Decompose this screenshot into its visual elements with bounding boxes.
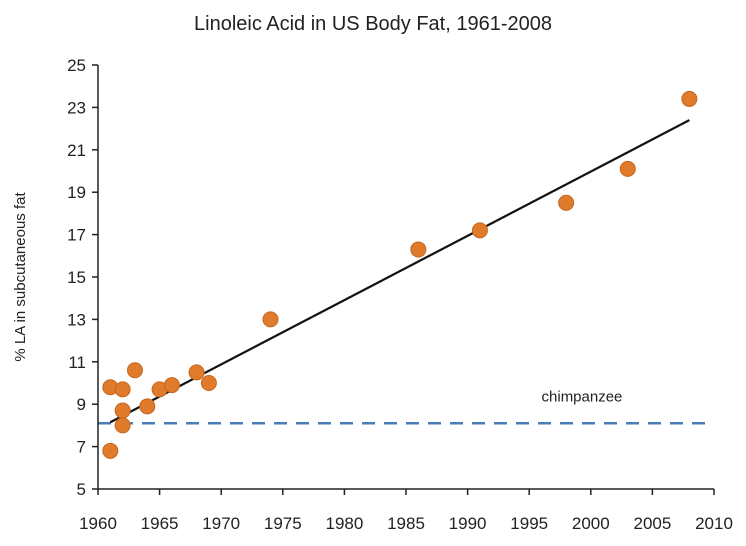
trendline-group	[109, 119, 690, 424]
y-tick-label: 19	[67, 183, 86, 202]
y-tick-label: 15	[67, 268, 86, 287]
y-tick-label: 23	[67, 98, 86, 117]
reference-line-group: chimpanzee	[98, 388, 714, 425]
x-tick-label: 1985	[387, 514, 425, 533]
data-point	[200, 375, 217, 391]
y-tick-label: 13	[67, 310, 86, 329]
x-tick-label: 2010	[695, 514, 733, 533]
x-tick-label: 1990	[449, 514, 487, 533]
chimpanzee-label: chimpanzee	[542, 388, 623, 405]
x-tick-label: 1965	[141, 514, 179, 533]
y-tick-label: 7	[77, 438, 86, 457]
y-tick-label: 11	[68, 353, 86, 372]
x-tick-label: 1980	[325, 514, 363, 533]
x-tick-label: 1975	[264, 514, 302, 533]
axes: 5 7 9 11 13 15 17 19 21 23 25 1960 1965 1970 1975 1980 1…	[67, 56, 733, 533]
data-point	[102, 442, 119, 459]
data-point	[114, 381, 131, 398]
data-point	[163, 377, 180, 394]
y-axis-label: % LA in subcutaneous fat	[12, 192, 29, 362]
data-point	[471, 222, 488, 239]
x-tick-label: 2000	[572, 514, 610, 533]
chart-title: Linoleic Acid in US Body Fat, 1961-2008	[194, 13, 552, 35]
data-point	[619, 160, 636, 177]
trendline	[109, 119, 690, 424]
y-tick-label: 9	[77, 395, 86, 414]
x-tick-label: 1970	[202, 514, 240, 533]
data-point	[114, 402, 131, 419]
y-tick-label: 25	[67, 56, 86, 75]
y-tick-label: 21	[67, 141, 86, 160]
data-point	[410, 241, 427, 258]
data-point	[262, 311, 279, 328]
data-point	[681, 90, 698, 107]
data-point	[126, 362, 143, 379]
x-tick-label: 2005	[633, 514, 671, 533]
data-point	[114, 417, 131, 434]
data-point	[188, 364, 205, 381]
x-tick-label: 1960	[79, 514, 117, 533]
y-tick-label: 5	[77, 480, 86, 499]
data-point	[139, 398, 156, 415]
y-tick-label: 17	[67, 226, 86, 245]
data-point	[558, 194, 575, 211]
data-points	[102, 90, 698, 459]
x-tick-label: 1995	[510, 514, 548, 533]
